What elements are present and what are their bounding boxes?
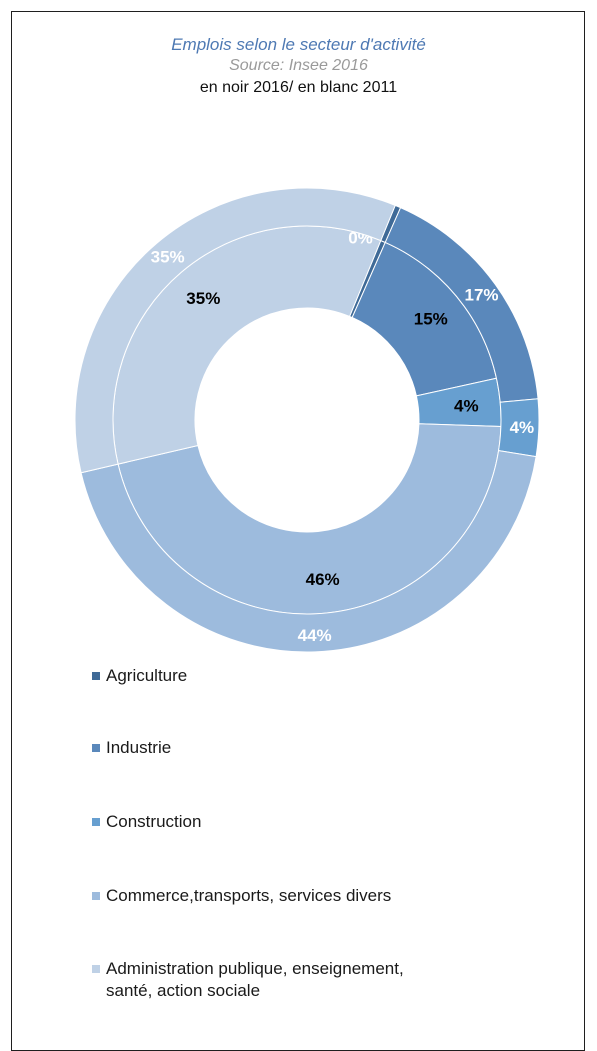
data-label-outer-administration: 35%: [151, 247, 185, 266]
legend-label-industrie: Industrie: [106, 738, 172, 757]
chart-note: en noir 2016/ en blanc 2011: [199, 79, 398, 96]
legend-swatch-agriculture: [92, 672, 100, 680]
data-label-outer-industrie: 17%: [464, 285, 498, 304]
donut-chart: 0%15%4%46%35%0%17%4%44%35%: [74, 187, 540, 653]
slice-outer-administration: [74, 187, 396, 474]
legend-swatch-construction: [92, 818, 100, 826]
chart-subtitle: Source: Insee 2016: [229, 57, 368, 74]
legend-label-administration: Administration publique, enseignement, s…: [106, 959, 404, 1000]
legend-swatch-commerce: [92, 892, 100, 900]
data-label-inner-commerce: 46%: [306, 570, 340, 589]
legend-swatch-industrie: [92, 744, 100, 752]
legend-item-commerce: Commerce,transports, services divers: [92, 885, 426, 907]
slice-outer-commerce: [80, 450, 537, 653]
legend-item-agriculture: Agriculture: [92, 665, 426, 687]
data-label-outer-commerce: 44%: [298, 626, 332, 645]
legend-item-industrie: Industrie: [92, 737, 426, 759]
legend-label-agriculture: Agriculture: [106, 666, 188, 685]
legend-label-commerce: Commerce,transports, services divers: [106, 886, 392, 905]
data-label-outer-construction: 4%: [510, 418, 535, 437]
legend-label-construction: Construction: [106, 812, 202, 831]
legend-item-construction: Construction: [92, 811, 426, 833]
data-label-inner-construction: 4%: [454, 396, 479, 415]
chart-title: Emplois selon le secteur d'activité: [171, 35, 426, 54]
data-label-inner-industrie: 15%: [414, 310, 448, 329]
data-label-inner-administration: 35%: [186, 289, 220, 308]
legend-item-administration: Administration publique, enseignement, s…: [92, 958, 426, 1002]
legend-swatch-administration: [92, 965, 100, 973]
